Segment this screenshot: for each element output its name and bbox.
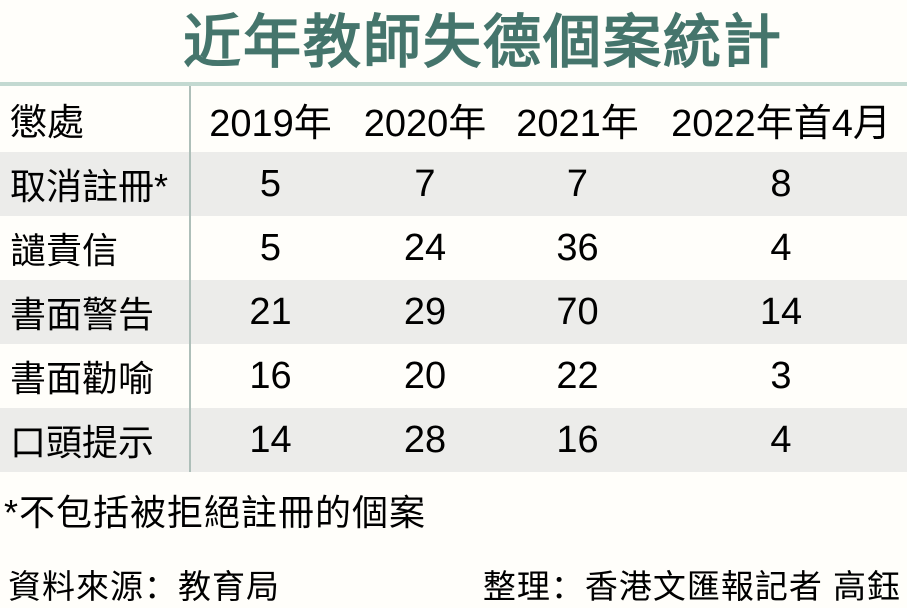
cell-value: 21 <box>249 290 292 333</box>
header-row: 懲處 2019年 2020年 2021年 2022年首4月 <box>0 86 907 152</box>
table-body: 取消註冊* 5 7 7 8 譴責信 5 24 36 4 書面警告 21 29 7… <box>0 152 907 472</box>
cell-value: 28 <box>403 418 447 461</box>
attribution-line: 資料來源：教育局 整理：香港文匯報記者 高鈺 <box>0 560 907 608</box>
table-row-written-warning: 書面警告 21 29 70 14 <box>0 280 907 344</box>
source-text: 資料來源：教育局 <box>8 568 280 605</box>
cell-value: 70 <box>556 290 599 333</box>
cell-value: 29 <box>403 290 447 333</box>
cell-value: 5 <box>259 162 282 205</box>
cell-value: 8 <box>770 162 792 205</box>
row-label: 口頭提示 <box>0 408 191 472</box>
cell-value: 3 <box>770 354 792 397</box>
column-header-penalty: 懲處 <box>0 86 191 152</box>
column-header-2020: 2020年 <box>363 102 487 145</box>
cell-value: 16 <box>249 354 292 397</box>
cell-value: 36 <box>556 226 599 269</box>
column-header-2021: 2021年 <box>516 102 639 145</box>
cell-value: 24 <box>403 226 447 269</box>
column-header-2019: 2019年 <box>209 102 332 145</box>
row-label: 書面警告 <box>0 280 191 344</box>
credit-text: 整理：香港文匯報記者 高鈺 <box>482 568 901 605</box>
column-header-2022-first-4-months: 2022年首4月 <box>671 102 891 145</box>
footnote: *不包括被拒絕註冊的個案 <box>4 492 427 533</box>
page-title: 近年教師失德個案統計 <box>183 10 784 75</box>
table-row-written-advice: 書面勸喻 16 20 22 3 <box>0 344 907 408</box>
cell-value: 16 <box>556 418 599 461</box>
cell-value: 14 <box>759 290 803 333</box>
cell-value: 7 <box>566 162 589 205</box>
table-row-verbal-reminder: 口頭提示 14 28 16 4 <box>0 408 907 472</box>
row-label: 書面勸喻 <box>0 344 191 408</box>
table-top-border <box>0 82 907 86</box>
cell-value: 5 <box>259 226 282 269</box>
row-label: 譴責信 <box>0 216 191 280</box>
cell-value: 4 <box>770 226 792 269</box>
row-label: 取消註冊* <box>0 152 191 216</box>
cell-value: 20 <box>403 354 447 397</box>
table-row-deregistration: 取消註冊* 5 7 7 8 <box>0 152 907 216</box>
cell-value: 14 <box>249 418 292 461</box>
cell-value: 22 <box>556 354 599 397</box>
stats-table: 懲處 2019年 2020年 2021年 2022年首4月 取消註冊* 5 7 … <box>0 86 907 472</box>
table-header: 懲處 2019年 2020年 2021年 2022年首4月 <box>0 86 907 152</box>
cell-value: 7 <box>414 162 436 205</box>
cell-value: 4 <box>770 418 792 461</box>
table-row-reprimand-letter: 譴責信 5 24 36 4 <box>0 216 907 280</box>
